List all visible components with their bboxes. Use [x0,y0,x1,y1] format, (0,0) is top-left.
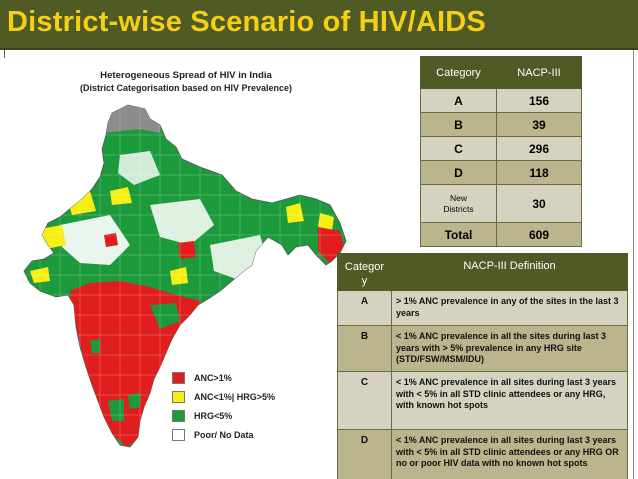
legend-swatch-white [172,429,185,441]
map-region-yellow-1 [40,225,66,249]
map-region-white-2 [150,199,214,245]
legend-swatch-green [172,410,185,422]
value-cell: 118 [496,160,582,185]
category-cell: C [337,371,392,430]
definition-table: Category NACP-III Definition A > 1% ANC … [337,253,628,479]
column-header-category: Category [337,253,392,291]
value-cell: 609 [496,222,582,247]
category-cell: A [420,88,497,113]
category-cell: D [337,429,392,479]
category-table-header: Category NACP-III [420,56,582,89]
map-region-red-south [70,281,204,447]
table-row: New Districts 30 [420,184,582,223]
table-row: D 118 [420,160,582,185]
map-region-yellow-7 [170,267,188,285]
value-cell: 156 [496,88,582,113]
map-region-red-north-1 [178,241,196,259]
map-title-line2: (District Categorisation based on HIV Pr… [79,83,293,93]
column-header-nacp: NACP-III [496,56,582,89]
table-row: C 296 [420,136,582,161]
category-cell: D [420,160,497,185]
column-header-definition: NACP-III Definition [391,253,628,291]
category-cell: B [420,112,497,137]
legend-swatch-yellow [172,391,185,403]
table-row: B < 1% ANC prevalence in all the sites d… [337,325,628,372]
map-title-line1: Heterogeneous Spread of HIV in India [100,70,272,81]
map-region-green-south-4 [90,339,100,353]
right-rule [633,50,634,479]
map-region-red-north-2 [104,233,118,247]
legend-label: HRG<5% [194,411,233,421]
category-cell: Total [420,222,497,247]
map-region-nodata-north [100,105,160,133]
map-region-white-4 [118,151,160,185]
value-cell: 30 [496,184,582,223]
definition-cell: < 1% ANC prevalence in all sites during … [391,429,628,479]
map-region-green-south-3 [128,393,140,409]
slide-title: District-wise Scenario of HIV/AIDS [7,6,486,38]
table-row: Total 609 [420,222,582,247]
map-region-yellow-5 [318,213,334,231]
column-header-category: Category [420,56,497,89]
map-region-green-south-1 [150,303,180,329]
legend-label: ANC>1% [194,373,232,383]
value-cell: 39 [496,112,582,137]
table-row: A > 1% ANC prevalence in any of the site… [337,290,628,326]
map-region-white-1 [60,215,130,265]
title-bar: District-wise Scenario of HIV/AIDS [0,0,638,50]
category-cell: C [420,136,497,161]
left-rule [4,50,5,58]
category-cell: A [337,290,392,326]
definition-table-header: Category NACP-III Definition [337,253,628,291]
map-title: Heterogeneous Spread of HIV in India (Di… [46,69,326,95]
category-table: Category NACP-III A 156 B 39 C 296 D 118… [420,56,582,247]
legend-label: Poor/ No Data [194,430,254,440]
legend-swatch-red [172,372,185,384]
table-row: B 39 [420,112,582,137]
table-row: C < 1% ANC prevalence in all sites durin… [337,371,628,430]
column-header-category-text: Category [344,261,385,287]
category-cell: B [337,325,392,372]
map-region-yellow-3 [110,187,132,205]
legend-label: ANC<1%| HRG>5% [194,392,276,402]
definition-cell: < 1% ANC prevalence in all the sites dur… [391,325,628,372]
table-row: A 156 [420,88,582,113]
definition-cell: > 1% ANC prevalence in any of the sites … [391,290,628,326]
table-row: D < 1% ANC prevalence in all sites durin… [337,429,628,479]
definition-cell: < 1% ANC prevalence in all sites during … [391,371,628,430]
map-region-yellow-4 [286,203,304,223]
category-cell: New Districts [420,184,497,223]
value-cell: 296 [496,136,582,161]
